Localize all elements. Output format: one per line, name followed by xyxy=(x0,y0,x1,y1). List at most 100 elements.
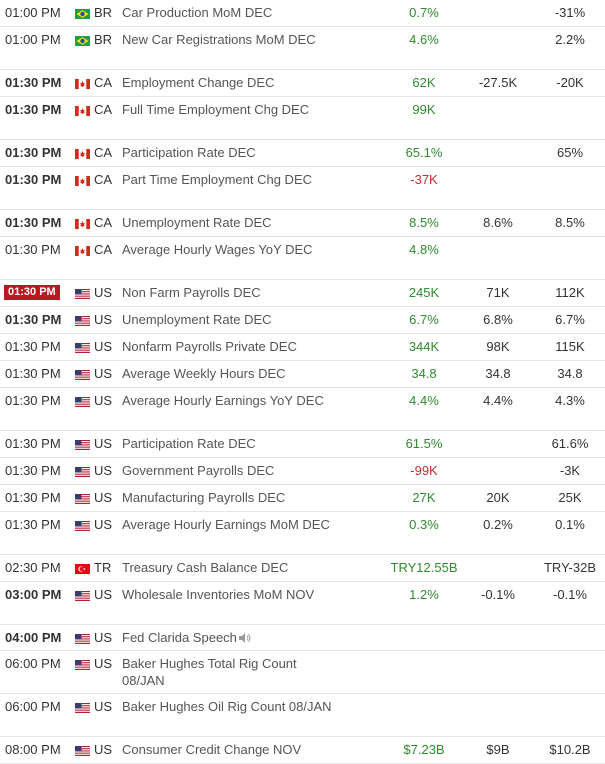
event-name-link[interactable]: Non Farm Payrolls DEC xyxy=(122,284,337,301)
country-code: CA xyxy=(94,102,113,117)
event-name: Unemployment Rate DEC xyxy=(122,312,272,327)
event-time: 06:00 PM xyxy=(5,656,61,671)
country-code: US xyxy=(94,393,113,408)
usa-flag-icon xyxy=(75,492,90,504)
event-name-link[interactable]: Part Time Employment Chg DEC xyxy=(122,171,337,188)
actual-value: 65.1% xyxy=(405,145,443,160)
table-row[interactable]: 01:30 PM US Manufacturing Payrolls DEC 27K 2… xyxy=(0,485,605,512)
table-row[interactable]: 01:30 PM CA Unemployment Rate DEC 8.5% 8.6% 8… xyxy=(0,210,605,237)
event-name-link[interactable]: Unemployment Rate DEC xyxy=(122,311,337,328)
actual-value: 62K xyxy=(412,75,436,90)
event-name: Fed Clarida Speech xyxy=(122,630,237,645)
table-row[interactable]: 01:30 PM US Average Weekly Hours DEC 34.8 34… xyxy=(0,361,605,388)
turkey-flag-icon xyxy=(75,562,90,574)
table-row[interactable]: 06:00 PM US Baker Hughes Total Rig Count 0… xyxy=(0,651,605,694)
previous-value: -31% xyxy=(554,5,586,20)
actual-value: -99K xyxy=(410,463,438,478)
table-row[interactable]: 01:30 PM US Participation Rate DEC 61.5% 61.… xyxy=(0,431,605,458)
event-name-link[interactable]: Consumer Credit Change NOV xyxy=(122,741,337,758)
table-row[interactable]: 03:00 PM US Wholesale Inventories MoM NOV 1… xyxy=(0,582,605,625)
table-row[interactable]: 01:00 PM BR New Car Registrations MoM DEC 4… xyxy=(0,27,605,70)
table-row[interactable]: 01:30 PM CA Employment Change DEC 62K -27.5K… xyxy=(0,70,605,97)
table-row[interactable]: 02:30 PM TR Treasury Cash Balance DEC TRY12… xyxy=(0,555,605,582)
usa-flag-icon xyxy=(75,519,90,531)
event-time: 01:30 PM xyxy=(5,102,62,117)
event-time: 01:30 PM xyxy=(5,517,61,532)
usa-flag-icon xyxy=(75,287,90,299)
table-row[interactable]: 01:30 PM US Average Hourly Earnings YoY DE… xyxy=(0,388,605,431)
event-name-link[interactable]: Average Weekly Hours DEC xyxy=(122,365,337,382)
event-time: 01:30 PM xyxy=(5,215,62,230)
country-code: CA xyxy=(94,75,113,90)
event-name-link[interactable]: Manufacturing Payrolls DEC xyxy=(122,489,337,506)
table-row[interactable]: 01:30 PM US Government Payrolls DEC -99K -3K xyxy=(0,458,605,485)
table-row[interactable]: 06:00 PM US Baker Hughes Oil Rig Count 08/… xyxy=(0,694,605,737)
table-row[interactable]: 04:00 PM US Fed Clarida Speech xyxy=(0,625,605,651)
event-name: Government Payrolls DEC xyxy=(122,463,275,478)
event-name-link[interactable]: Baker Hughes Total Rig Count 08/JAN xyxy=(122,655,337,689)
actual-value: 61.5% xyxy=(405,436,443,451)
actual-value: 27K xyxy=(412,490,436,505)
previous-value: -3K xyxy=(559,463,581,478)
table-row[interactable]: 01:00 PM BR Car Production MoM DEC 0.7% -31% xyxy=(0,0,605,27)
event-name: Manufacturing Payrolls DEC xyxy=(122,490,286,505)
country-code: US xyxy=(94,312,113,327)
table-row[interactable]: 01:30 PM US Average Hourly Earnings MoM DE… xyxy=(0,512,605,555)
table-row[interactable]: 08:00 PM US Consumer Credit Change NOV $7.2… xyxy=(0,737,605,764)
event-name-link[interactable]: Baker Hughes Oil Rig Count 08/JAN xyxy=(122,698,337,715)
actual-value: 4.4% xyxy=(409,393,439,408)
table-row[interactable]: 01:30 PM US Nonfarm Payrolls Private DEC 34… xyxy=(0,334,605,361)
country-code: CA xyxy=(94,172,113,187)
previous-value: 115K xyxy=(555,339,585,354)
table-row[interactable]: 01:30 PM CA Average Hourly Wages YoY DEC 4.… xyxy=(0,237,605,280)
actual-value: 99K xyxy=(412,102,436,117)
event-name-link[interactable]: Fed Clarida Speech xyxy=(122,629,337,646)
event-name: Non Farm Payrolls DEC xyxy=(122,285,261,300)
usa-flag-icon xyxy=(75,368,90,380)
country-code: US xyxy=(94,490,113,505)
table-row[interactable]: 01:30 PM US Non Farm Payrolls DEC 245K 71K 11… xyxy=(0,280,605,307)
forecast-value: 6.8% xyxy=(483,312,513,327)
event-time: 01:30 PM xyxy=(4,285,60,300)
country-code: US xyxy=(94,630,113,645)
event-name-link[interactable]: Participation Rate DEC xyxy=(122,435,337,452)
actual-value: $7.23B xyxy=(403,742,445,757)
event-name-link[interactable]: Average Hourly Wages YoY DEC xyxy=(122,241,337,258)
usa-flag-icon xyxy=(75,701,90,713)
canada-flag-icon xyxy=(75,104,90,116)
event-name-link[interactable]: Government Payrolls DEC xyxy=(122,462,337,479)
event-name-link[interactable]: Employment Change DEC xyxy=(122,74,337,91)
actual-value: -37K xyxy=(410,172,438,187)
event-name-link[interactable]: Average Hourly Earnings YoY DEC xyxy=(122,392,337,409)
event-name: Treasury Cash Balance DEC xyxy=(122,560,289,575)
table-row[interactable]: 01:30 PM US Unemployment Rate DEC 6.7% 6.8% 6… xyxy=(0,307,605,334)
country-code: US xyxy=(94,339,113,354)
usa-flag-icon xyxy=(75,395,90,407)
event-name-link[interactable]: Full Time Employment Chg DEC xyxy=(122,101,337,118)
event-name-link[interactable]: Average Hourly Earnings MoM DEC xyxy=(122,516,337,533)
event-time: 03:00 PM xyxy=(5,587,62,602)
previous-value: 61.6% xyxy=(551,436,589,451)
usa-flag-icon xyxy=(75,658,90,670)
forecast-value: 0.2% xyxy=(483,517,513,532)
event-time: 01:00 PM xyxy=(5,5,61,20)
event-name-link[interactable]: Nonfarm Payrolls Private DEC xyxy=(122,338,337,355)
event-name-link[interactable]: Unemployment Rate DEC xyxy=(122,214,337,231)
event-name-link[interactable]: Treasury Cash Balance DEC xyxy=(122,559,337,576)
event-name-link[interactable]: Car Production MoM DEC xyxy=(122,4,337,21)
event-time: 01:30 PM xyxy=(5,242,61,257)
event-name: Nonfarm Payrolls Private DEC xyxy=(122,339,297,354)
actual-value: 1.2% xyxy=(409,587,439,602)
country-code: US xyxy=(94,366,113,381)
table-row[interactable]: 01:30 PM CA Full Time Employment Chg DEC 99… xyxy=(0,97,605,140)
event-time: 01:30 PM xyxy=(5,312,62,327)
event-name-link[interactable]: New Car Registrations MoM DEC xyxy=(122,31,337,48)
forecast-value: 4.4% xyxy=(483,393,513,408)
canada-flag-icon xyxy=(75,174,90,186)
table-row[interactable]: 01:30 PM CA Part Time Employment Chg DEC -3… xyxy=(0,167,605,210)
event-name: Average Hourly Wages YoY DEC xyxy=(122,242,313,257)
table-row[interactable]: 01:30 PM CA Participation Rate DEC 65.1% 65% xyxy=(0,140,605,167)
event-name-link[interactable]: Wholesale Inventories MoM NOV xyxy=(122,586,337,603)
event-name-link[interactable]: Participation Rate DEC xyxy=(122,144,337,161)
